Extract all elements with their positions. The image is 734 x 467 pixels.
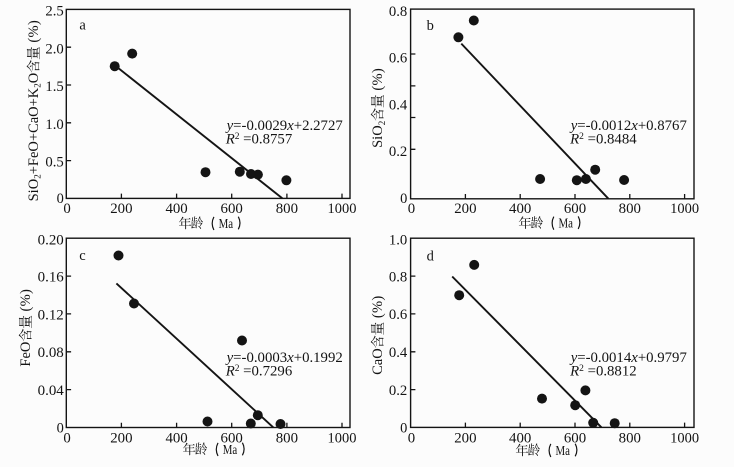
svg-text:0.20: 0.20: [38, 232, 64, 248]
svg-text:0.8: 0.8: [389, 269, 407, 285]
svg-text:d: d: [427, 248, 435, 264]
svg-text:200: 200: [110, 201, 132, 217]
svg-text:600: 600: [221, 201, 243, 217]
svg-text:Ma: Ma: [559, 216, 574, 231]
svg-text:0.08: 0.08: [38, 345, 64, 361]
svg-text:Ma: Ma: [223, 442, 238, 457]
svg-text:400: 400: [165, 201, 187, 217]
svg-text:0.5: 0.5: [45, 155, 63, 171]
svg-text:R2 =0.8812: R2 =0.8812: [569, 364, 637, 380]
svg-text:+FeO+CaO+K: +FeO+CaO+K: [26, 87, 42, 174]
svg-text:0.4: 0.4: [389, 345, 408, 361]
svg-text:400: 400: [165, 431, 187, 447]
svg-text:O: O: [26, 73, 42, 83]
svg-text:Ma: Ma: [219, 216, 234, 231]
svg-text:600: 600: [564, 201, 586, 217]
svg-text:y=-0.0003x+0.1992: y=-0.0003x+0.1992: [225, 350, 343, 366]
svg-text:200: 200: [454, 201, 476, 217]
svg-text:2.5: 2.5: [45, 3, 63, 19]
svg-text:2.0: 2.0: [45, 41, 63, 57]
svg-text:b: b: [427, 18, 434, 34]
svg-text:y=-0.0012x+0.8767: y=-0.0012x+0.8767: [569, 118, 687, 134]
svg-text:0: 0: [57, 420, 64, 436]
svg-text:R2 =0.8757: R2 =0.8757: [225, 132, 293, 148]
svg-text:800: 800: [276, 201, 298, 217]
svg-text:0.12: 0.12: [38, 307, 64, 323]
svg-text:0.6: 0.6: [389, 307, 408, 323]
svg-text:0.4: 0.4: [389, 97, 408, 113]
svg-text:(%): (%): [370, 68, 386, 95]
svg-text:2: 2: [33, 174, 43, 179]
svg-text:Ma: Ma: [556, 443, 571, 458]
svg-text:400: 400: [509, 201, 531, 217]
svg-text:(%): (%): [18, 289, 34, 316]
svg-text:0.6: 0.6: [389, 51, 408, 67]
svg-text:600: 600: [564, 431, 586, 447]
svg-text:(%): (%): [370, 296, 386, 323]
svg-text:0.04: 0.04: [38, 383, 65, 399]
svg-text:1000: 1000: [670, 201, 699, 217]
svg-text:800: 800: [619, 201, 641, 217]
svg-text:0: 0: [63, 431, 70, 447]
svg-text:c: c: [79, 248, 85, 264]
svg-text:0.2: 0.2: [389, 144, 407, 160]
svg-text:SiO: SiO: [26, 179, 42, 202]
svg-text:800: 800: [276, 431, 298, 447]
svg-text:R2 =0.7296: R2 =0.7296: [225, 364, 293, 380]
svg-text:600: 600: [221, 431, 243, 447]
svg-text:0: 0: [400, 191, 407, 207]
svg-text:1000: 1000: [670, 431, 699, 447]
svg-text:0: 0: [408, 201, 415, 217]
svg-text:0.16: 0.16: [38, 269, 65, 285]
svg-text:1.5: 1.5: [45, 79, 63, 95]
svg-text:0: 0: [57, 191, 64, 207]
svg-text:CaO: CaO: [370, 348, 386, 375]
svg-text:SiO: SiO: [370, 125, 386, 148]
svg-text:y=-0.0029x+2.2727: y=-0.0029x+2.2727: [225, 118, 343, 134]
svg-text:1.0: 1.0: [389, 232, 407, 248]
svg-text:0: 0: [400, 420, 407, 436]
svg-text:2: 2: [377, 121, 387, 126]
svg-text:y=-0.0014x+0.9797: y=-0.0014x+0.9797: [569, 350, 687, 366]
svg-text:800: 800: [619, 431, 641, 447]
svg-text:1.0: 1.0: [45, 117, 63, 133]
svg-text:(%): (%): [26, 20, 42, 47]
svg-text:1000: 1000: [328, 431, 357, 447]
svg-text:FeO: FeO: [18, 342, 34, 367]
svg-text:R2 =0.8484: R2 =0.8484: [569, 132, 637, 148]
svg-text:200: 200: [110, 431, 132, 447]
svg-text:2: 2: [33, 83, 43, 88]
svg-text:0.8: 0.8: [389, 4, 407, 20]
svg-text:200: 200: [454, 431, 476, 447]
svg-text:0: 0: [408, 431, 415, 447]
svg-text:1000: 1000: [328, 201, 357, 217]
svg-text:0: 0: [63, 201, 70, 217]
svg-text:0.2: 0.2: [389, 383, 407, 399]
svg-text:400: 400: [509, 431, 531, 447]
svg-text:a: a: [79, 18, 86, 34]
